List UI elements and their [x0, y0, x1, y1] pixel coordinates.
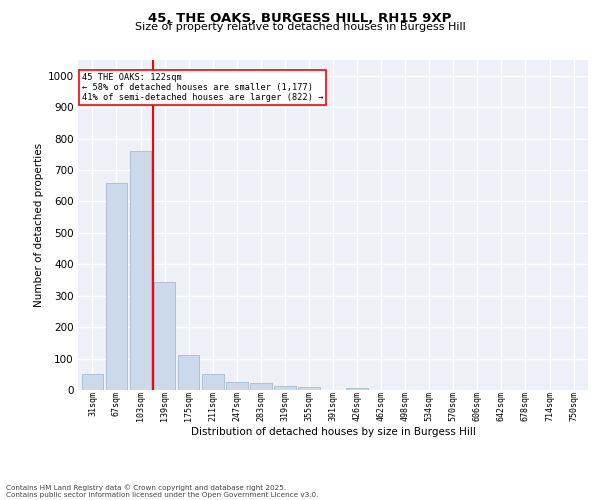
- Bar: [202, 374, 224, 390]
- Bar: [82, 374, 103, 390]
- Text: 45 THE OAKS: 122sqm
← 58% of detached houses are smaller (1,177)
41% of semi-det: 45 THE OAKS: 122sqm ← 58% of detached ho…: [82, 72, 323, 102]
- Bar: [274, 386, 296, 390]
- X-axis label: Distribution of detached houses by size in Burgess Hill: Distribution of detached houses by size …: [191, 427, 475, 437]
- Text: Contains public sector information licensed under the Open Government Licence v3: Contains public sector information licen…: [6, 492, 319, 498]
- Bar: [178, 356, 199, 390]
- Bar: [130, 151, 151, 390]
- Bar: [106, 182, 127, 390]
- Text: Size of property relative to detached houses in Burgess Hill: Size of property relative to detached ho…: [134, 22, 466, 32]
- Bar: [154, 282, 175, 390]
- Bar: [298, 388, 320, 390]
- Text: Contains HM Land Registry data © Crown copyright and database right 2025.: Contains HM Land Registry data © Crown c…: [6, 484, 286, 491]
- Y-axis label: Number of detached properties: Number of detached properties: [34, 143, 44, 307]
- Bar: [226, 382, 248, 390]
- Bar: [346, 388, 368, 390]
- Text: 45, THE OAKS, BURGESS HILL, RH15 9XP: 45, THE OAKS, BURGESS HILL, RH15 9XP: [148, 12, 452, 26]
- Bar: [250, 383, 272, 390]
